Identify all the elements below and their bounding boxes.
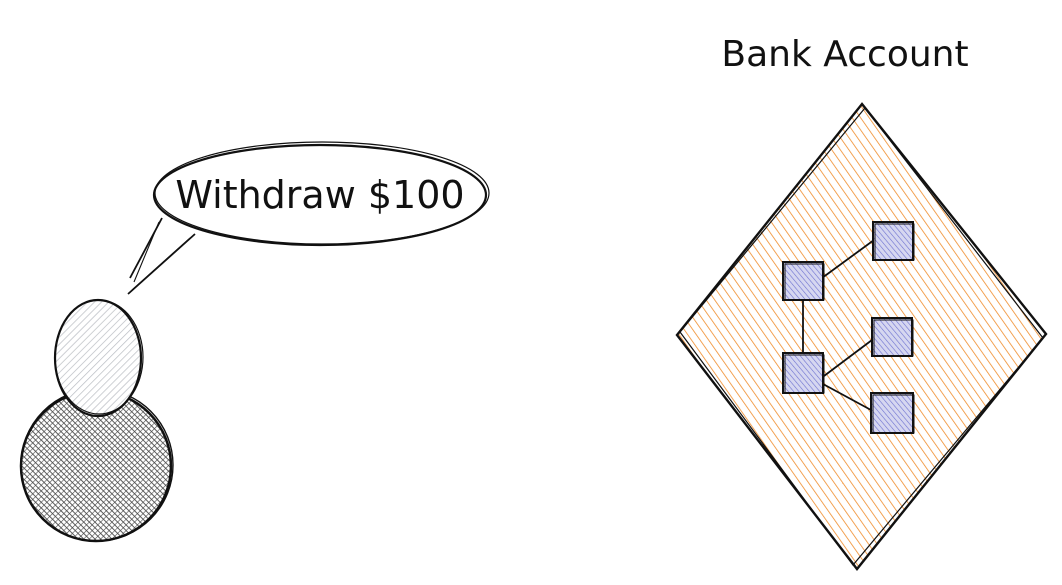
speech-bubble: Withdraw $100: [127, 141, 490, 295]
edge-mid-right: [823, 339, 873, 377]
speech-bubble-tail: [127, 217, 196, 295]
bank-account: Bank Account: [675, 34, 1048, 571]
edge-mid-bottom: [822, 383, 872, 411]
edge-root-top: [821, 239, 875, 279]
bank-account-diamond: [675, 102, 1048, 571]
person-figure: [19, 298, 174, 543]
node-middle-right: [871, 317, 914, 357]
node-middle: [782, 352, 825, 394]
bank-account-title: Bank Account: [721, 34, 968, 75]
person-head: [53, 298, 144, 418]
node-root: [782, 261, 825, 301]
node-bottom-right: [870, 392, 915, 434]
speech-bubble-text: Withdraw $100: [175, 173, 464, 217]
node-top-right: [872, 221, 915, 261]
node-connections: [802, 239, 875, 411]
